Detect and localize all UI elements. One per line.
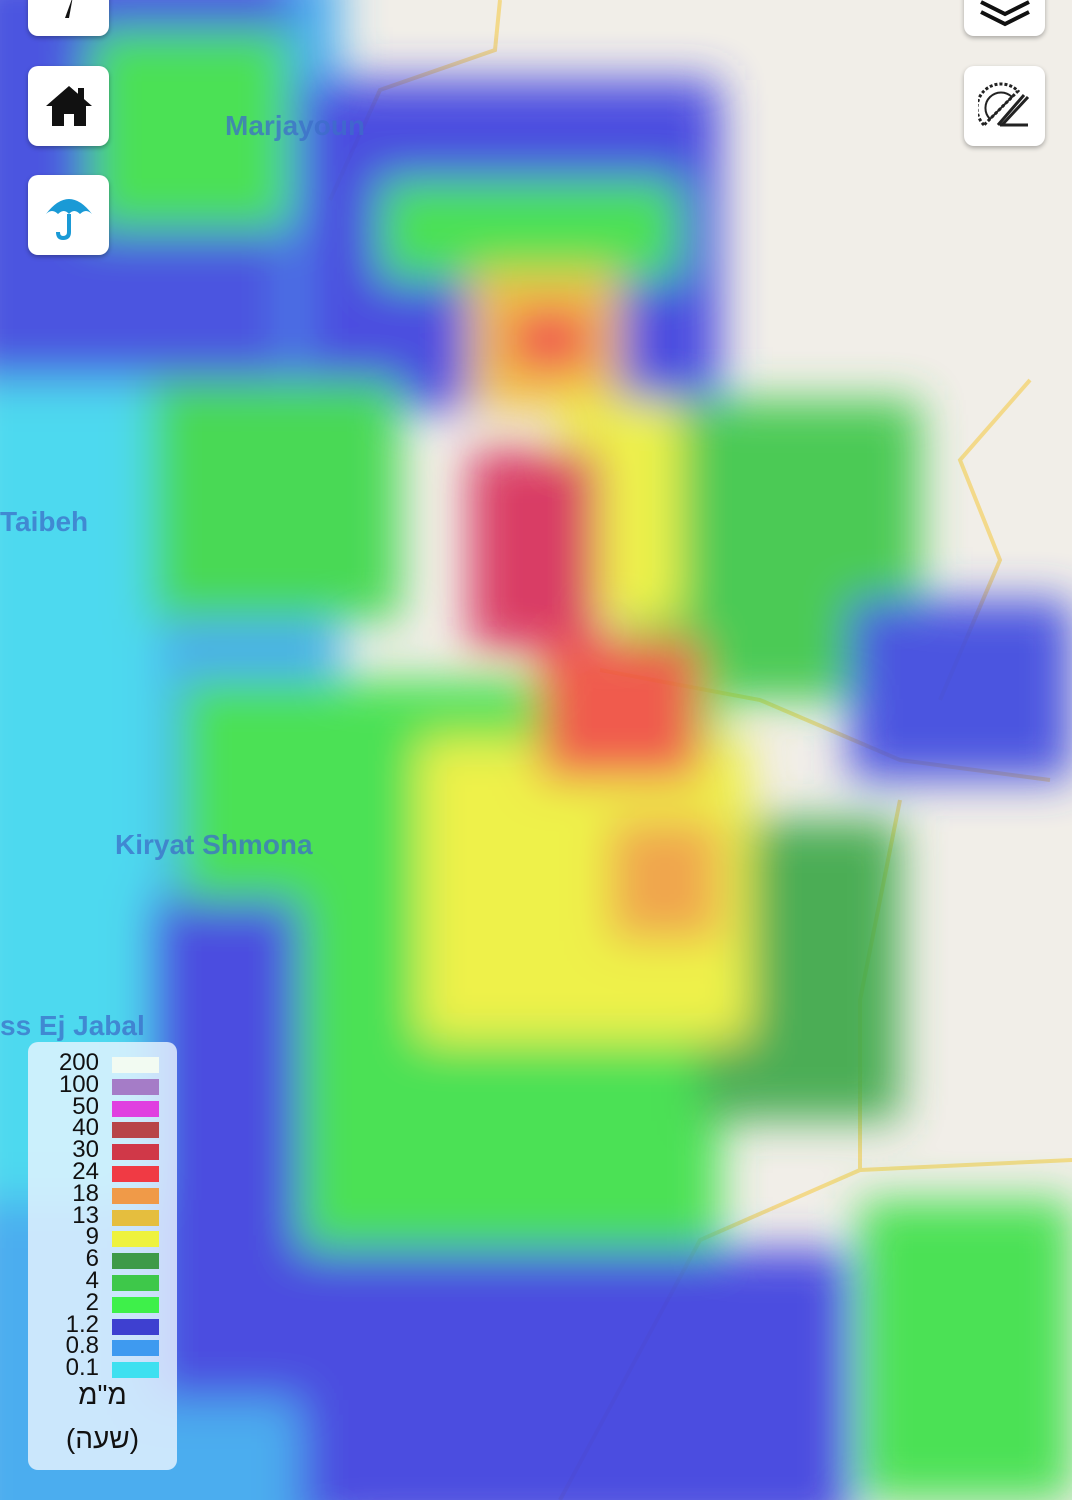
legend-swatch bbox=[112, 1318, 159, 1335]
legend-item: 200 bbox=[28, 1049, 177, 1076]
legend-value: 18 bbox=[72, 1179, 99, 1207]
rain-button[interactable] bbox=[28, 175, 109, 255]
legend-value: 4 bbox=[85, 1267, 99, 1294]
rain-legend: 200 100 50 40 30 24 18 13 9 6 4 2 1.2 0.8 0.1 מ"מ (שעה) bbox=[28, 1042, 177, 1470]
legend-item: 6 bbox=[28, 1245, 177, 1273]
place-label: ss Ej Jabal bbox=[0, 1010, 145, 1041]
legend-value: 0.1 bbox=[65, 1354, 99, 1382]
layers-button[interactable] bbox=[964, 0, 1045, 36]
legend-swatch bbox=[112, 1340, 159, 1357]
legend-swatch bbox=[112, 1362, 159, 1379]
legend-value: 30 bbox=[72, 1136, 99, 1164]
legend-item: 13 bbox=[28, 1201, 177, 1229]
place-label: Taibeh bbox=[0, 506, 89, 537]
legend-swatch bbox=[112, 1122, 159, 1139]
legend-swatch bbox=[112, 1209, 159, 1226]
legend-swatch bbox=[112, 1231, 159, 1248]
legend-period: (שעה) bbox=[65, 1423, 140, 1454]
umbrella-icon bbox=[45, 199, 92, 241]
legend-item: 1.2 bbox=[28, 1310, 177, 1338]
compass-button[interactable] bbox=[28, 0, 109, 36]
legend-swatch bbox=[112, 1166, 159, 1182]
legend-swatch bbox=[112, 1296, 159, 1313]
legend-item: 4 bbox=[28, 1267, 177, 1294]
legend-item: 40 bbox=[28, 1114, 177, 1142]
legend-item: 0.8 bbox=[28, 1332, 177, 1360]
legend-value: 40 bbox=[72, 1114, 99, 1142]
layers-icon bbox=[979, 0, 1030, 27]
home-icon bbox=[45, 86, 92, 126]
legend-swatch bbox=[112, 1275, 159, 1291]
legend-swatch bbox=[112, 1187, 159, 1204]
legend-value: 13 bbox=[72, 1201, 99, 1229]
place-label: Marjayoun bbox=[225, 110, 366, 141]
legend-item: 50 bbox=[28, 1092, 177, 1120]
legend-item: 0.1 bbox=[28, 1354, 177, 1382]
legend-swatch bbox=[112, 1100, 159, 1117]
legend-value: 24 bbox=[72, 1158, 99, 1185]
legend-swatch bbox=[112, 1078, 159, 1095]
legend-value: 2 bbox=[85, 1288, 99, 1316]
legend-item: 9 bbox=[28, 1223, 177, 1251]
place-label: Kiryat Shmona bbox=[115, 829, 313, 860]
measure-button[interactable] bbox=[964, 66, 1045, 146]
legend-value: 50 bbox=[72, 1092, 99, 1120]
compass-icon bbox=[64, 0, 72, 18]
legend-value: 100 bbox=[58, 1070, 99, 1098]
legend-swatch bbox=[112, 1057, 159, 1073]
legend-value: 9 bbox=[85, 1223, 99, 1251]
legend-swatch bbox=[112, 1253, 159, 1270]
legend-unit: מ"מ bbox=[78, 1379, 127, 1410]
legend-value: 6 bbox=[85, 1245, 99, 1273]
legend-item: 2 bbox=[28, 1288, 177, 1316]
legend-item: 30 bbox=[28, 1136, 177, 1164]
protractor-ruler-icon bbox=[977, 82, 1029, 128]
legend-value: 200 bbox=[58, 1049, 99, 1076]
legend-item: 24 bbox=[28, 1158, 177, 1185]
legend-item: 18 bbox=[28, 1179, 177, 1207]
legend-item: 100 bbox=[28, 1070, 177, 1098]
legend-swatch bbox=[112, 1144, 159, 1161]
legend-value: 1.2 bbox=[65, 1310, 99, 1338]
home-button[interactable] bbox=[28, 66, 109, 146]
legend-value: 0.8 bbox=[65, 1332, 99, 1360]
